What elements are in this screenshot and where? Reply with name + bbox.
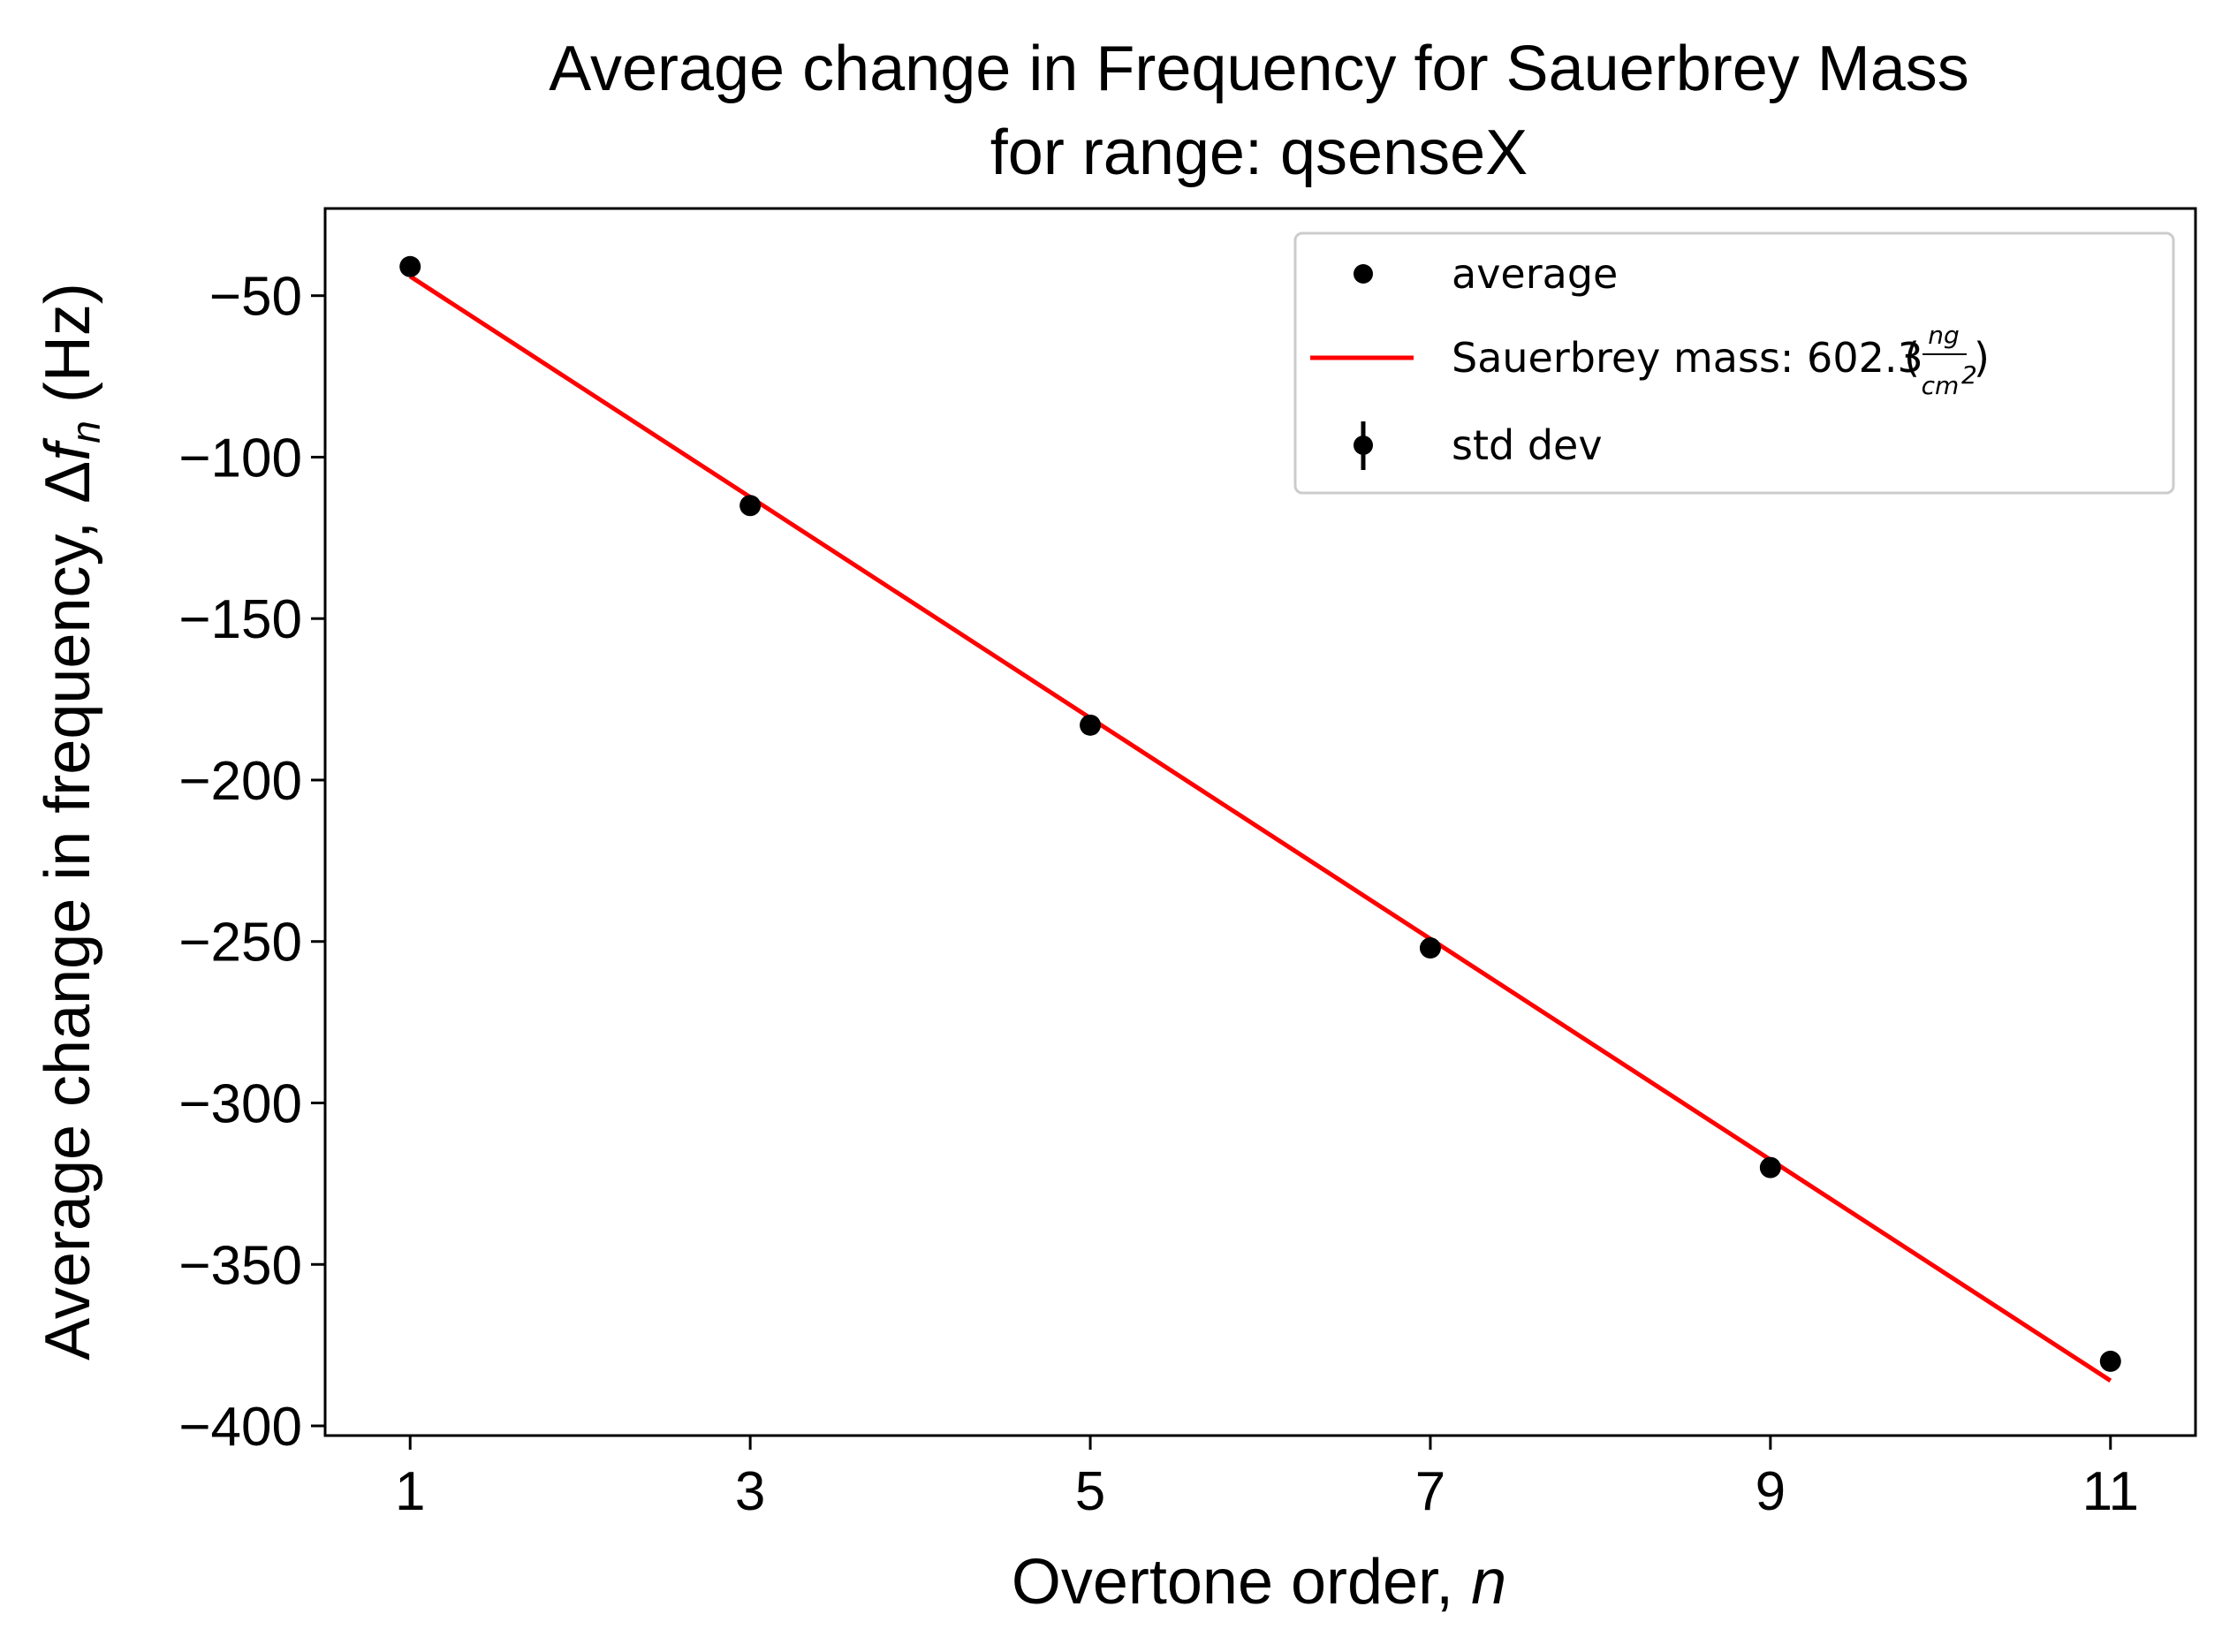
- x-tick-label: 9: [1756, 1461, 1786, 1522]
- x-tick-label: 11: [2082, 1461, 2139, 1522]
- legend-box: [1293, 231, 2175, 495]
- average-data-point: [2099, 1350, 2121, 1372]
- x-axis: 1 3 5 7 9 11: [395, 1436, 2139, 1522]
- y-axis-label-delta: Δ: [33, 461, 103, 504]
- average-data-point: [399, 255, 421, 277]
- y-tick-label: −350: [178, 1235, 302, 1296]
- legend-unit-numerator: ng: [1928, 321, 1960, 350]
- legend-average-marker: [1354, 264, 1373, 284]
- legend-stddev-label: std dev: [1452, 421, 1603, 469]
- y-axis-label-sub: n: [63, 421, 109, 443]
- legend-stddev-marker: [1354, 436, 1373, 455]
- y-tick-label: −400: [178, 1397, 302, 1458]
- x-axis-label-var: n: [1471, 1547, 1506, 1618]
- chart-title-line2: for range: qsenseX: [990, 117, 1528, 188]
- y-axis-label: Average change in frequency, Δfn (Hz): [33, 283, 109, 1360]
- fit-line-series: [408, 274, 2112, 1383]
- average-data-point: [1080, 714, 1102, 736]
- chart-title-line1: Average change in Frequency for Sauerbre…: [549, 34, 1969, 104]
- legend-unit-exponent: 2: [1961, 360, 1977, 390]
- x-tick-label: 5: [1075, 1461, 1105, 1522]
- y-axis-label-text: Average change in frequency,: [33, 504, 103, 1360]
- plot-area: [323, 207, 2197, 1437]
- x-tick-label: 7: [1415, 1461, 1445, 1522]
- average-data-point: [1759, 1156, 1781, 1178]
- x-tick-label: 3: [735, 1461, 765, 1522]
- average-data-point: [739, 495, 762, 517]
- y-tick-label: −50: [209, 267, 302, 328]
- legend-unit-fraction: ( ng cm 2 ): [1904, 321, 1990, 400]
- y-axis: −50 −100 −150 −200 −250 −300 −350 −400: [178, 267, 325, 1458]
- legend-unit-denominator: cm: [1922, 371, 1960, 400]
- x-axis-label: Overtone order, n: [1012, 1547, 1506, 1618]
- legend-fit-label: Sauerbrey mass: 602.3: [1452, 334, 1923, 382]
- y-axis-label-unit: (Hz): [33, 283, 103, 421]
- x-axis-label-text: Overtone order,: [1012, 1547, 1471, 1618]
- x-tick-label: 1: [395, 1461, 425, 1522]
- legend-unit-open-paren: (: [1904, 334, 1920, 382]
- y-tick-label: −150: [178, 589, 302, 650]
- average-data-point: [1419, 937, 1441, 959]
- y-tick-label: −250: [178, 913, 302, 974]
- y-tick-label: −200: [178, 751, 302, 812]
- legend: average Sauerbrey mass: 602.3 ( ng cm 2 …: [1293, 231, 2175, 495]
- y-tick-label: −300: [178, 1074, 302, 1135]
- legend-average-label: average: [1452, 250, 1618, 298]
- y-tick-label: −100: [178, 428, 302, 489]
- legend-unit-close-paren: ): [1974, 334, 1990, 382]
- sauerbrey-fit-line: [408, 274, 2112, 1383]
- average-points-series: [399, 255, 2121, 1372]
